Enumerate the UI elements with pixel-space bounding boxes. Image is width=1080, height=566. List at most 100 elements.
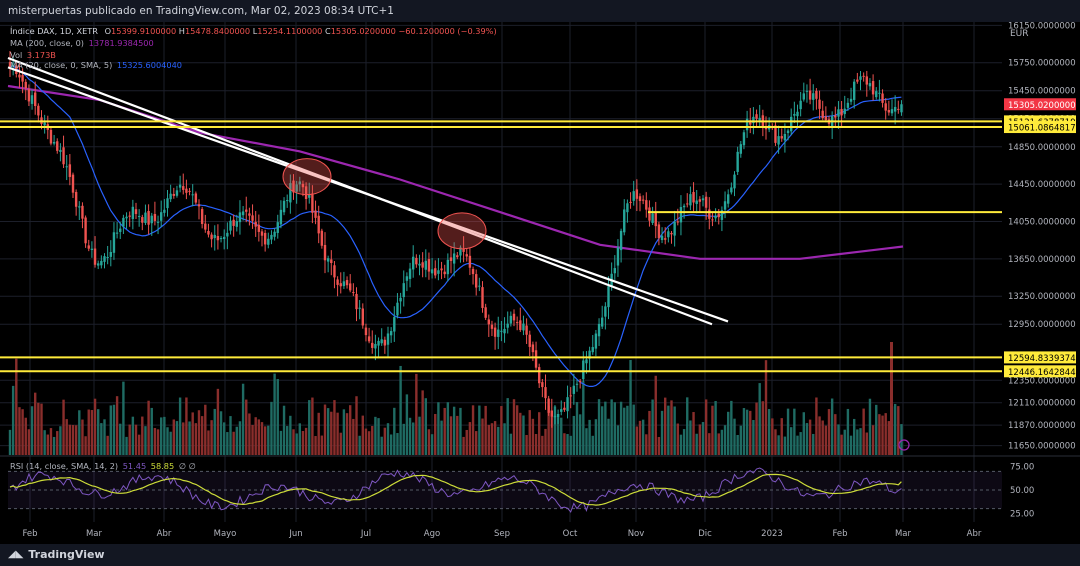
candle-body: [43, 122, 46, 126]
volume-bar: [270, 401, 273, 455]
volume-bar: [777, 435, 780, 455]
candle-body: [717, 213, 720, 218]
volume-bar: [402, 423, 405, 455]
volume-bar: [197, 410, 201, 455]
volume-bar: [137, 434, 141, 455]
candle-body: [349, 283, 352, 291]
candle-body: [556, 413, 560, 418]
volume-bar: [263, 426, 267, 455]
candle-body: [260, 231, 264, 236]
x-tick-label: 2023: [761, 529, 783, 539]
alert-icon: [898, 439, 910, 451]
volume-bar: [515, 405, 519, 455]
candle-body: [481, 287, 484, 308]
candle-body: [326, 258, 330, 262]
trend-lines[interactable]: [7, 56, 729, 326]
candle-body: [739, 144, 742, 154]
candle-body: [443, 271, 446, 275]
volume-bar: [846, 408, 850, 455]
candle-body: [796, 111, 799, 117]
volume-bar: [733, 418, 736, 455]
symbol-legend: Índice DAX, 1D, XETR O15399.9100000 H154…: [10, 26, 497, 36]
volume-bar: [815, 397, 818, 455]
candle-body: [267, 238, 270, 245]
volume-bar: [742, 408, 746, 455]
candle-body: [226, 232, 229, 237]
candle-body: [698, 199, 702, 202]
horizontal-levels[interactable]: [0, 120, 1002, 373]
x-tick-label: Abr: [967, 529, 982, 539]
volume-bar: [333, 400, 336, 455]
volume-bar: [427, 429, 431, 455]
candle-body: [273, 231, 276, 237]
x-tick-label: Mar: [895, 529, 912, 539]
candle-body: [452, 253, 456, 264]
volume-bar: [837, 424, 840, 455]
candle-body: [153, 214, 157, 221]
candle-body: [345, 280, 349, 286]
candle-body: [219, 238, 223, 240]
candle-body: [512, 313, 516, 321]
volume-bar: [87, 409, 90, 455]
candle-body: [758, 117, 761, 121]
candle-body: [664, 238, 667, 240]
candle-body: [109, 252, 112, 257]
volume-bar: [415, 373, 418, 455]
candle-body: [487, 319, 490, 325]
volume-bars: [8, 342, 903, 455]
volume-bar: [52, 436, 56, 455]
candle-body: [65, 166, 68, 168]
volume-bar: [604, 401, 607, 455]
candle-body: [654, 212, 657, 227]
candle-body: [456, 255, 459, 258]
volume-bar: [150, 407, 153, 455]
volume-bar: [456, 415, 459, 455]
volume-bar: [245, 399, 248, 455]
rsi-tick-label: 50.00: [1010, 486, 1034, 496]
volume-bar: [550, 413, 553, 455]
volume-bar: [692, 412, 695, 455]
candle-body: [497, 329, 500, 337]
candle-body: [500, 330, 503, 332]
candle-body: [263, 232, 267, 245]
volume-bar: [65, 419, 68, 455]
volume-bar: [676, 423, 679, 455]
rsi-legend: RSI (14, close, SMA, 14, 2) 51.45 58.85 …: [10, 461, 196, 471]
candle-body: [635, 189, 639, 199]
candle-body: [371, 342, 374, 348]
volume-bar: [134, 424, 138, 455]
volume-bar: [619, 401, 623, 455]
volume-bar: [856, 429, 859, 455]
candle-body: [415, 257, 418, 265]
y-tick-label: 12110.0000000: [1008, 399, 1076, 409]
candle-body: [405, 276, 409, 281]
candle-body: [301, 183, 305, 188]
candle-body: [689, 194, 692, 206]
volume-bar: [289, 415, 292, 455]
volume-bar: [629, 359, 632, 455]
volume-bar: [182, 422, 185, 455]
volume-bar: [235, 426, 238, 455]
ma200-legend: MA (200, close, 0) 13781.9384500: [10, 38, 154, 48]
candle-body: [645, 200, 648, 210]
volume-bar: [698, 424, 702, 455]
volume-bar: [223, 422, 226, 455]
candle-body: [131, 206, 135, 219]
candle-body: [805, 90, 809, 92]
volume-bar: [204, 404, 207, 455]
candle-body: [90, 248, 94, 251]
volume-bar: [664, 397, 667, 455]
volume-bar: [522, 415, 525, 455]
volume-bar: [97, 409, 100, 455]
candle-body: [846, 102, 850, 108]
y-tick-label: 15750.0000000: [1008, 59, 1076, 69]
candle-body: [163, 209, 166, 213]
candle-body: [550, 410, 553, 417]
volume-bar: [679, 434, 683, 455]
candle-body: [544, 387, 547, 399]
y-tick-label: 13250.0000000: [1008, 292, 1076, 302]
volume-bar: [46, 434, 49, 455]
volume-bar: [673, 406, 676, 455]
candle-body: [682, 205, 686, 208]
